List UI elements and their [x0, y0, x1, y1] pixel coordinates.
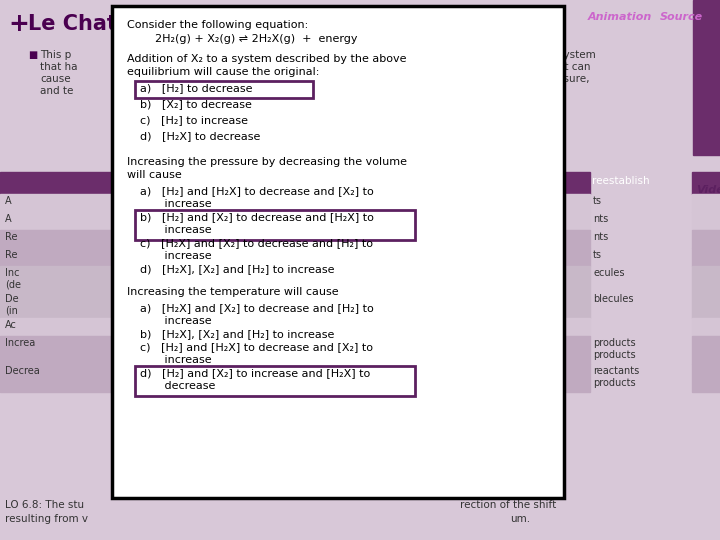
Text: This p: This p [40, 50, 71, 60]
Text: A: A [5, 196, 12, 206]
Text: a)   [H₂] and [H₂X] to decrease and [X₂] to: a) [H₂] and [H₂X] to decrease and [X₂] t… [140, 186, 374, 196]
Text: and te: and te [40, 86, 73, 96]
Bar [0, 266, 590, 292]
Bar [692, 172, 720, 194]
Bar [0, 212, 590, 230]
Bar [692, 248, 720, 266]
Bar [692, 266, 720, 292]
Bar [692, 292, 720, 318]
Bar [692, 212, 720, 230]
Text: A: A [5, 214, 12, 224]
Text: a)   [H₂] to decrease: a) [H₂] to decrease [140, 83, 253, 93]
Text: +: + [8, 12, 29, 36]
Text: b)   [H₂] and [X₂] to decrease and [H₂X] to: b) [H₂] and [X₂] to decrease and [H₂X] t… [140, 212, 374, 222]
Text: Animation: Animation [588, 12, 652, 22]
Bar [692, 230, 720, 248]
Text: reestablish: reestablish [592, 176, 649, 186]
Text: increase: increase [140, 316, 212, 326]
Text: Le Chatelier's Principle: Le Chatelier's Principle [28, 14, 300, 34]
Text: c)   [H₂X] and [X₂] to decrease and [H₂] to: c) [H₂X] and [X₂] to decrease and [H₂] t… [140, 238, 373, 248]
Text: De
(in: De (in [5, 294, 19, 315]
Text: increase: increase [140, 355, 212, 365]
Text: ssure,: ssure, [558, 74, 590, 84]
Text: Increasing the temperature will cause: Increasing the temperature will cause [127, 287, 338, 297]
Bar [112, 6, 564, 498]
Text: at can: at can [558, 62, 590, 72]
Text: Inc
(de: Inc (de [5, 268, 21, 289]
Text: will cause: will cause [127, 170, 181, 180]
Bar [0, 194, 590, 212]
Text: b)   [X₂] to decrease: b) [X₂] to decrease [140, 99, 252, 109]
Text: Addition of X₂ to a system described by the above: Addition of X₂ to a system described by … [127, 54, 407, 64]
Text: Ac: Ac [5, 320, 17, 330]
Text: d)   [H₂X] to decrease: d) [H₂X] to decrease [140, 131, 261, 141]
Text: d)   [H₂] and [X₂] to increase and [H₂X] to: d) [H₂] and [X₂] to increase and [H₂X] t… [140, 368, 370, 378]
Bar [0, 172, 590, 194]
Text: ts: ts [593, 196, 602, 206]
Bar [693, 0, 720, 155]
Text: that ha: that ha [40, 62, 78, 72]
Bar [0, 336, 590, 364]
Text: Source: Source [660, 12, 703, 22]
Text: reactants
products: reactants products [593, 366, 639, 388]
Text: Re: Re [5, 232, 17, 242]
Text: Re: Re [5, 250, 17, 260]
Text: system: system [558, 50, 595, 60]
Text: cause: cause [40, 74, 71, 84]
Text: ■: ■ [28, 50, 37, 60]
Bar [135, 366, 415, 396]
Text: b)   [H₂X], [X₂] and [H₂] to increase: b) [H₂X], [X₂] and [H₂] to increase [140, 329, 334, 339]
Text: increase: increase [140, 199, 212, 209]
Text: a)   [H₂X] and [X₂] to decrease and [H₂] to: a) [H₂X] and [X₂] to decrease and [H₂] t… [140, 303, 374, 313]
Text: increase: increase [140, 251, 212, 261]
Text: decrease: decrease [140, 381, 215, 391]
Bar [692, 318, 720, 336]
Bar [112, 6, 564, 498]
Text: products
products: products products [593, 338, 636, 360]
Text: nts: nts [593, 214, 608, 224]
Text: LO 6.8: The stu: LO 6.8: The stu [5, 500, 84, 510]
Text: Increasing the pressure by decreasing the volume: Increasing the pressure by decreasing th… [127, 157, 407, 167]
Bar [692, 364, 720, 392]
Text: um.: um. [510, 514, 530, 524]
Text: d)   [H₂X], [X₂] and [H₂] to increase: d) [H₂X], [X₂] and [H₂] to increase [140, 264, 335, 274]
Text: nts: nts [593, 232, 608, 242]
Text: increase: increase [140, 225, 212, 235]
Text: ecules: ecules [593, 268, 624, 278]
Text: resulting from v: resulting from v [5, 514, 88, 524]
Bar [0, 292, 590, 318]
Bar [0, 248, 590, 266]
Bar [0, 318, 590, 336]
Text: ts: ts [593, 250, 602, 260]
Bar [0, 230, 590, 248]
Text: c)   [H₂] to increase: c) [H₂] to increase [140, 115, 248, 125]
Text: c)   [H₂] and [H₂X] to decrease and [X₂] to: c) [H₂] and [H₂X] to decrease and [X₂] t… [140, 342, 373, 352]
Bar [692, 336, 720, 364]
Text: Consider the following equation:: Consider the following equation: [127, 20, 308, 30]
Bar [0, 364, 590, 392]
Text: rection of the shift: rection of the shift [460, 500, 557, 510]
Text: 2H₂(g) + X₂(g) ⇌ 2H₂X(g)  +  energy: 2H₂(g) + X₂(g) ⇌ 2H₂X(g) + energy [155, 34, 358, 44]
Bar [692, 194, 720, 212]
Text: Decrea: Decrea [5, 366, 40, 376]
Bar [135, 81, 313, 98]
Text: equilibrium will cause the original:: equilibrium will cause the original: [127, 67, 320, 77]
Text: Video: Video [696, 185, 720, 195]
Bar [135, 210, 415, 240]
Text: Increa: Increa [5, 338, 35, 348]
Text: blecules: blecules [593, 294, 634, 304]
